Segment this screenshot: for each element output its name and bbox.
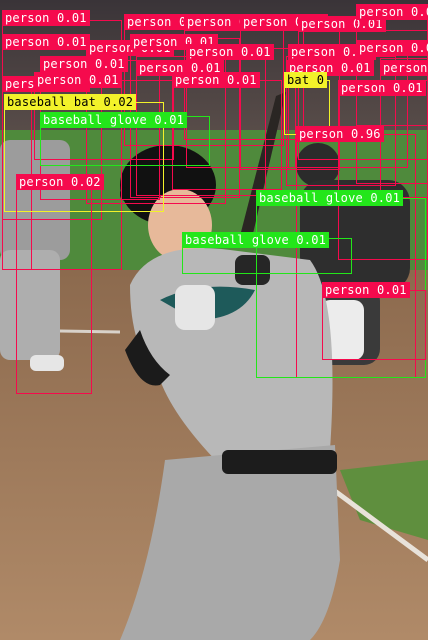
detection-label: person 0.01 (380, 60, 428, 76)
detection-label: person 0.01 (322, 282, 410, 298)
detection-label: person 0.01 (286, 60, 374, 76)
detection-label: baseball glove 0.01 (40, 112, 188, 128)
detection-label: person 0.01 (298, 16, 386, 32)
chalk-line (318, 477, 428, 563)
detection-label: baseball glove 0.01 (256, 190, 404, 206)
detection-label: person 0.01 (2, 34, 90, 50)
detection-label: baseball glove 0.01 (182, 232, 330, 248)
detection-label: bat 0 (284, 72, 328, 88)
detection-label: person 0.01 (172, 72, 260, 88)
detection-label: person 0.02 (16, 174, 104, 190)
detection-box-person (380, 58, 428, 198)
detection-label: baseball bat 0.02 (4, 94, 137, 110)
detection-label: person 0.01 (356, 40, 428, 56)
detection-box-person (16, 182, 92, 394)
detection-label: person 0.01 (356, 4, 428, 20)
detection-label: person 0.01 (338, 80, 426, 96)
infield-grass-patch (340, 460, 428, 540)
detection-label: person 0.01 (40, 56, 128, 72)
detection-box-person (322, 290, 426, 360)
detection-box-person (172, 80, 282, 190)
detection-label: person 0.01 (34, 72, 122, 88)
detection-label: person 0.01 (186, 44, 274, 60)
detection-label: person 0.01 (2, 10, 90, 26)
detection-box-person (338, 80, 428, 260)
bat (240, 92, 286, 238)
detection-label: person 0.96 (296, 126, 384, 142)
background-player-left (0, 140, 70, 371)
detection-box-person (296, 134, 416, 378)
